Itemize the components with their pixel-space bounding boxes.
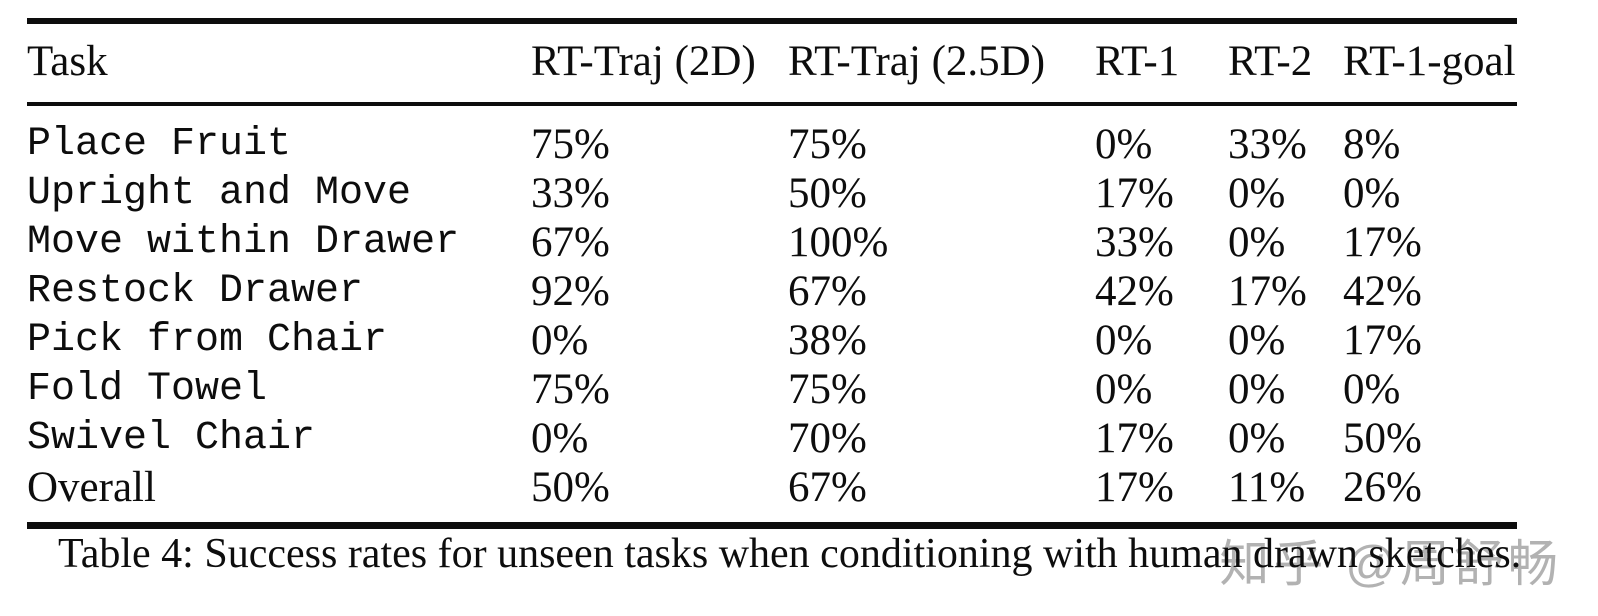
table-row: Swivel Chair 0% 70% 17% 0% 50% [27, 414, 1517, 463]
value-cell: 26% [1343, 464, 1422, 511]
value-cell: 70% [788, 415, 867, 462]
value-cell: 0% [1343, 366, 1401, 413]
value-cell: 42% [1095, 268, 1174, 315]
value-cell: 0% [1228, 415, 1286, 462]
value-cell: 17% [1343, 317, 1422, 364]
header-row: Task RT-Traj (2D) RT-Traj (2.5D) RT-1 RT… [27, 21, 1517, 104]
table-header: Task RT-Traj (2D) RT-Traj (2.5D) RT-1 RT… [27, 21, 1517, 104]
col-header-rt-traj-25d: RT-Traj (2.5D) [788, 37, 1046, 85]
task-cell: Overall [27, 464, 156, 511]
value-cell: 75% [531, 121, 610, 168]
value-cell: 50% [1343, 415, 1422, 462]
value-cell: 0% [531, 317, 589, 364]
table-body: Place Fruit 75% 75% 0% 33% 8% Upright an… [27, 104, 1517, 526]
value-cell: 33% [531, 170, 610, 217]
value-cell: 17% [1343, 219, 1422, 266]
value-cell: 0% [1228, 170, 1286, 217]
value-cell: 67% [531, 219, 610, 266]
value-cell: 17% [1095, 170, 1174, 217]
task-cell: Swivel Chair [27, 416, 316, 461]
value-cell: 17% [1228, 268, 1307, 315]
table-row: Restock Drawer 92% 67% 42% 17% 42% [27, 267, 1517, 316]
task-cell: Restock Drawer [27, 269, 364, 314]
table-caption: Table 4: Success rates for unseen tasks … [58, 531, 1522, 577]
value-cell: 75% [788, 121, 867, 168]
value-cell: 50% [788, 170, 867, 217]
task-cell: Pick from Chair [27, 318, 388, 363]
value-cell: 75% [788, 366, 867, 413]
table-row: Pick from Chair 0% 38% 0% 0% 17% [27, 316, 1517, 365]
col-header-rt-traj-2d: RT-Traj (2D) [531, 37, 756, 85]
value-cell: 0% [1228, 219, 1286, 266]
value-cell: 33% [1095, 219, 1174, 266]
value-cell: 75% [531, 366, 610, 413]
task-cell: Place Fruit [27, 122, 292, 167]
col-header-rt-2: RT-2 [1228, 37, 1313, 85]
value-cell: 0% [1228, 317, 1286, 364]
col-header-rt-1-goal: RT-1-goal [1343, 37, 1516, 85]
value-cell: 0% [531, 415, 589, 462]
value-cell: 38% [788, 317, 867, 364]
value-cell: 92% [531, 268, 610, 315]
value-cell: 11% [1228, 464, 1306, 511]
value-cell: 8% [1343, 121, 1401, 168]
table-row-overall: Overall 50% 67% 17% 11% 26% [27, 463, 1517, 526]
value-cell: 67% [788, 464, 867, 511]
value-cell: 33% [1228, 121, 1307, 168]
zhihu-watermark: 知乎 @周舒畅 [1219, 536, 1562, 592]
task-cell: Upright and Move [27, 171, 412, 216]
value-cell: 67% [788, 268, 867, 315]
table-row: Upright and Move 33% 50% 17% 0% 0% [27, 169, 1517, 218]
value-cell: 0% [1343, 170, 1401, 217]
value-cell: 0% [1095, 317, 1153, 364]
value-cell: 50% [531, 464, 610, 511]
task-cell: Move within Drawer [27, 220, 460, 265]
value-cell: 0% [1228, 366, 1286, 413]
table-row: Move within Drawer 67% 100% 33% 0% 17% [27, 218, 1517, 267]
table-row: Place Fruit 75% 75% 0% 33% 8% [27, 104, 1517, 169]
value-cell: 17% [1095, 415, 1174, 462]
table-row: Fold Towel 75% 75% 0% 0% 0% [27, 365, 1517, 414]
value-cell: 17% [1095, 464, 1174, 511]
results-table-figure: Task RT-Traj (2D) RT-Traj (2.5D) RT-1 RT… [27, 18, 1517, 529]
value-cell: 100% [788, 219, 889, 266]
value-cell: 42% [1343, 268, 1422, 315]
value-cell: 0% [1095, 366, 1153, 413]
col-header-task: Task [27, 37, 108, 85]
caption-row: 知乎 @周舒畅 Table 4: Success rates for unsee… [0, 524, 1598, 594]
col-header-rt-1: RT-1 [1095, 37, 1180, 85]
task-cell: Fold Towel [27, 367, 268, 412]
value-cell: 0% [1095, 121, 1153, 168]
results-table: Task RT-Traj (2D) RT-Traj (2.5D) RT-1 RT… [27, 18, 1517, 529]
